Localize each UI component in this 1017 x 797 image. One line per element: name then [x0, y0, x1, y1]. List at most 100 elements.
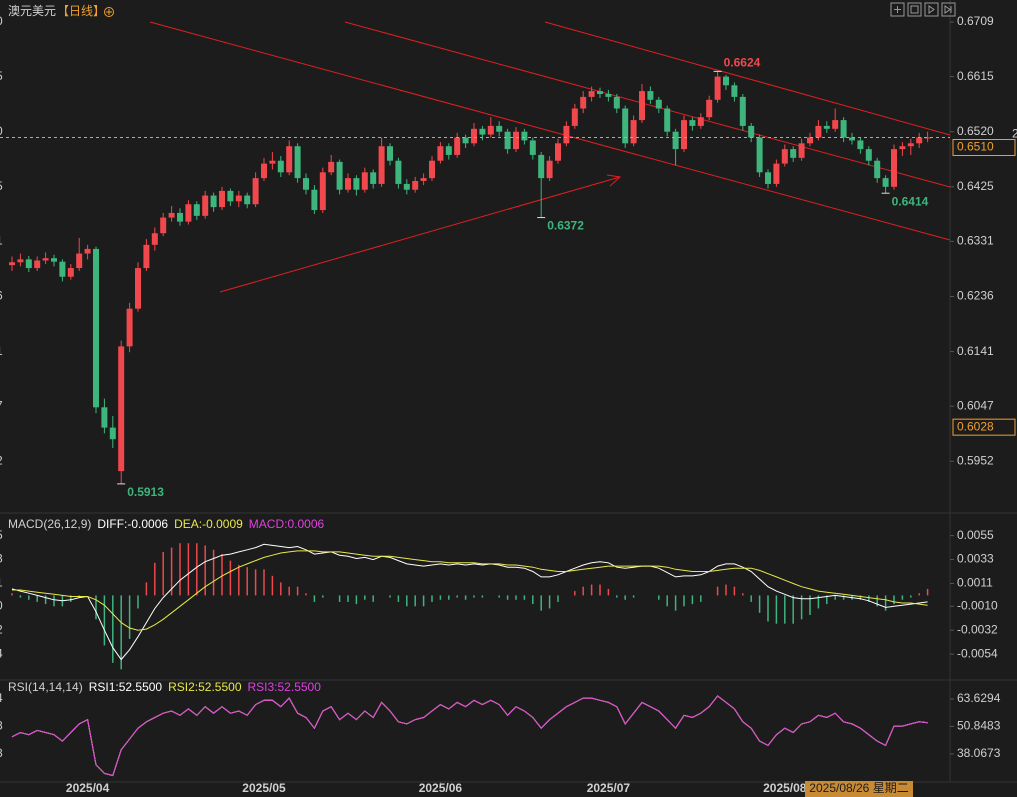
candle-body — [319, 172, 326, 211]
candle-body — [580, 96, 587, 109]
candle-body — [739, 96, 746, 126]
candle-body — [857, 140, 864, 150]
candle-body — [655, 99, 662, 109]
candle-body — [328, 161, 335, 173]
candle-body — [437, 146, 444, 161]
tool-icon — [910, 5, 919, 14]
add-icon[interactable] — [104, 7, 114, 17]
macd-line — [11, 543, 928, 661]
candle-body — [874, 160, 881, 179]
tool-crosshair[interactable] — [890, 2, 905, 17]
candle-body — [681, 120, 687, 150]
candle-body — [42, 258, 49, 261]
candle-body — [219, 190, 225, 208]
candle-body — [51, 258, 57, 262]
candle-body — [840, 120, 847, 138]
candle-body — [109, 427, 116, 440]
crosshair-price-box — [952, 418, 1016, 436]
candle-body — [193, 204, 200, 216]
last-price-box — [952, 139, 1016, 157]
extreme-label: 0.6414 — [892, 194, 929, 208]
candle-body — [244, 195, 251, 205]
x-tick-label: 2025/08 — [763, 781, 807, 795]
extreme-label: 0.5913 — [127, 485, 164, 499]
candle-body — [723, 76, 729, 86]
candle-body — [67, 268, 74, 277]
candle-body — [672, 131, 679, 150]
candle-body — [93, 248, 99, 408]
macd-line — [12, 550, 928, 631]
trend-arrow — [219, 176, 621, 293]
y-tick-label: 0.6615 — [957, 69, 994, 83]
candle-body — [773, 163, 780, 184]
candle-body — [529, 140, 536, 155]
candle-body — [303, 178, 309, 190]
left-axis-fragment: 2 — [0, 622, 3, 636]
y-tick-label: 0.6425 — [957, 179, 994, 193]
candle-body — [849, 137, 855, 141]
x-tick-label: 2025/04 — [66, 781, 110, 795]
tool-end[interactable] — [941, 2, 956, 17]
candle-body — [798, 143, 805, 158]
tool-step[interactable] — [924, 2, 939, 17]
left-axis-fragment: 8 — [0, 746, 3, 760]
candle-body — [353, 178, 360, 190]
left-axis-fragment: 0 — [0, 598, 3, 612]
left-axis-fragment: 3 — [0, 552, 3, 566]
y-tick-label: 38.0673 — [957, 746, 1001, 760]
tool-icon — [944, 5, 952, 14]
candle-body — [261, 163, 267, 179]
y-tick-label: -0.0010 — [957, 598, 998, 612]
left-axis-fragment: 7 — [0, 398, 3, 412]
candle-body — [277, 160, 284, 173]
candle-body — [504, 131, 511, 150]
legend-entry: RSI3:52.5500 — [248, 680, 322, 694]
candle-body — [899, 146, 906, 150]
candle-body — [790, 149, 797, 158]
candle-body — [361, 172, 368, 190]
candle-body — [454, 137, 461, 155]
candle-body — [429, 160, 435, 179]
candle-body — [17, 259, 24, 263]
candle-body — [151, 233, 158, 245]
right-edge-fragment: 2 — [1012, 127, 1017, 141]
candle-body — [336, 161, 343, 190]
candle-body — [756, 137, 763, 173]
candle-body — [496, 125, 503, 132]
y-tick-label: 0.6047 — [957, 398, 994, 412]
candle-body — [445, 146, 452, 155]
candle-body — [387, 146, 393, 161]
left-axis-fragment: 5 — [0, 69, 3, 83]
x-tick-label: 2025/06 — [419, 781, 463, 795]
trend-line — [544, 21, 951, 136]
candle-body — [571, 108, 578, 126]
candle-body — [563, 125, 570, 144]
tool-zoom[interactable] — [907, 2, 922, 17]
arrow-head — [606, 174, 622, 187]
add-button[interactable] — [104, 7, 114, 17]
candle-body — [59, 261, 66, 277]
candle-body — [76, 253, 83, 269]
candle-body — [832, 120, 839, 129]
y-tick-label: 50.8483 — [957, 719, 1001, 733]
candle-body — [588, 91, 595, 97]
legend-entry: DIFF:-0.0006 — [97, 517, 168, 531]
left-axis-fragment: 1 — [0, 576, 3, 590]
candle-body — [781, 149, 788, 164]
candle-body — [210, 195, 217, 208]
candle-body — [555, 143, 561, 161]
left-axis-fragment: 0 — [0, 14, 3, 28]
y-tick-label: 63.6294 — [957, 691, 1001, 705]
last-price-label: 0.6510 — [957, 140, 994, 154]
legend-entry: MACD:0.0006 — [249, 517, 325, 531]
y-tick-label: 0.6709 — [957, 14, 994, 28]
left-axis-fragment: 5 — [0, 179, 3, 193]
candle-body — [118, 346, 125, 472]
extreme-label: 0.6372 — [547, 219, 584, 233]
candle-body — [807, 137, 813, 144]
trend-line — [344, 21, 951, 188]
candle-body — [513, 131, 519, 150]
left-axis-fragment: 6 — [0, 289, 3, 303]
candle-body — [891, 149, 897, 187]
candle-body — [689, 120, 696, 126]
